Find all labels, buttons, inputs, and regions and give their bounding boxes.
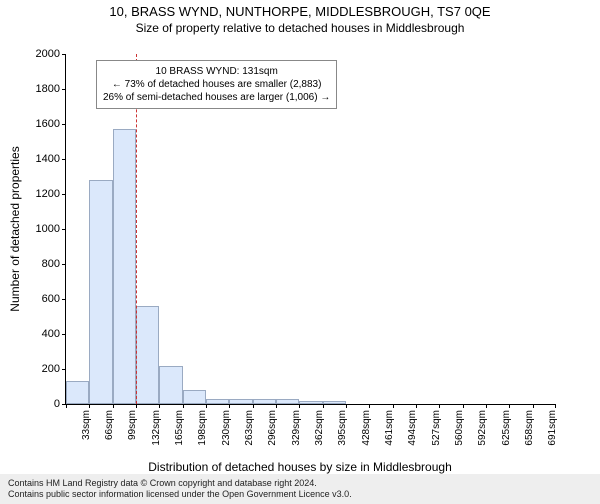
xtick-label: 230sqm — [221, 410, 232, 460]
xtick-label: 658sqm — [524, 410, 535, 460]
xtick-label: 592sqm — [477, 410, 488, 460]
histogram-bar — [276, 399, 299, 404]
ytick-label: 200 — [28, 363, 60, 375]
xtick-label: 132sqm — [151, 410, 162, 460]
xtick-label: 428sqm — [361, 410, 372, 460]
histogram-bar — [253, 399, 276, 404]
histogram-bar — [183, 390, 206, 404]
histogram-bar — [323, 401, 346, 405]
xtick-label: 395sqm — [337, 410, 348, 460]
chart-plot-area: 020040060080010001200140016001800200033s… — [65, 54, 556, 405]
histogram-bar — [206, 399, 229, 404]
x-axis-label: Distribution of detached houses by size … — [0, 460, 600, 474]
ytick-label: 0 — [28, 398, 60, 410]
ytick-label: 1800 — [28, 83, 60, 95]
histogram-bar — [113, 129, 136, 404]
xtick-label: 461sqm — [384, 410, 395, 460]
ytick-label: 400 — [28, 328, 60, 340]
xtick-label: 691sqm — [547, 410, 558, 460]
y-axis-label: Number of detached properties — [8, 146, 22, 311]
info-box: 10 BRASS WYND: 131sqm← 73% of detached h… — [96, 60, 337, 109]
xtick-label: 99sqm — [127, 410, 138, 460]
xtick-label: 66sqm — [104, 410, 115, 460]
xtick-label: 494sqm — [407, 410, 418, 460]
xtick-label: 296sqm — [267, 410, 278, 460]
xtick-label: 165sqm — [174, 410, 185, 460]
chart-title-sub: Size of property relative to detached ho… — [0, 21, 600, 35]
ytick-label: 2000 — [28, 48, 60, 60]
histogram-bar — [299, 401, 322, 405]
xtick-label: 625sqm — [501, 410, 512, 460]
xtick-label: 560sqm — [454, 410, 465, 460]
ytick-label: 1000 — [28, 223, 60, 235]
xtick-label: 33sqm — [81, 410, 92, 460]
ytick-label: 1600 — [28, 118, 60, 130]
footer-line1: Contains HM Land Registry data © Crown c… — [8, 478, 592, 489]
xtick-label: 527sqm — [431, 410, 442, 460]
ytick-label: 1200 — [28, 188, 60, 200]
chart-title-main: 10, BRASS WYND, NUNTHORPE, MIDDLESBROUGH… — [0, 4, 600, 19]
ytick-label: 800 — [28, 258, 60, 270]
histogram-bar — [89, 180, 112, 404]
xtick-label: 263sqm — [244, 410, 255, 460]
footer-line2: Contains public sector information licen… — [8, 489, 592, 500]
histogram-bar — [66, 381, 89, 404]
info-box-line: 26% of semi-detached houses are larger (… — [103, 91, 330, 104]
xtick-label: 362sqm — [314, 410, 325, 460]
info-box-line: ← 73% of detached houses are smaller (2,… — [103, 78, 330, 91]
info-box-line: 10 BRASS WYND: 131sqm — [103, 65, 330, 78]
ytick-label: 1400 — [28, 153, 60, 165]
ytick-label: 600 — [28, 293, 60, 305]
histogram-bar — [229, 399, 252, 404]
histogram-bar — [159, 366, 182, 404]
histogram-bar — [136, 306, 159, 404]
xtick-label: 329sqm — [291, 410, 302, 460]
xtick-label: 198sqm — [197, 410, 208, 460]
